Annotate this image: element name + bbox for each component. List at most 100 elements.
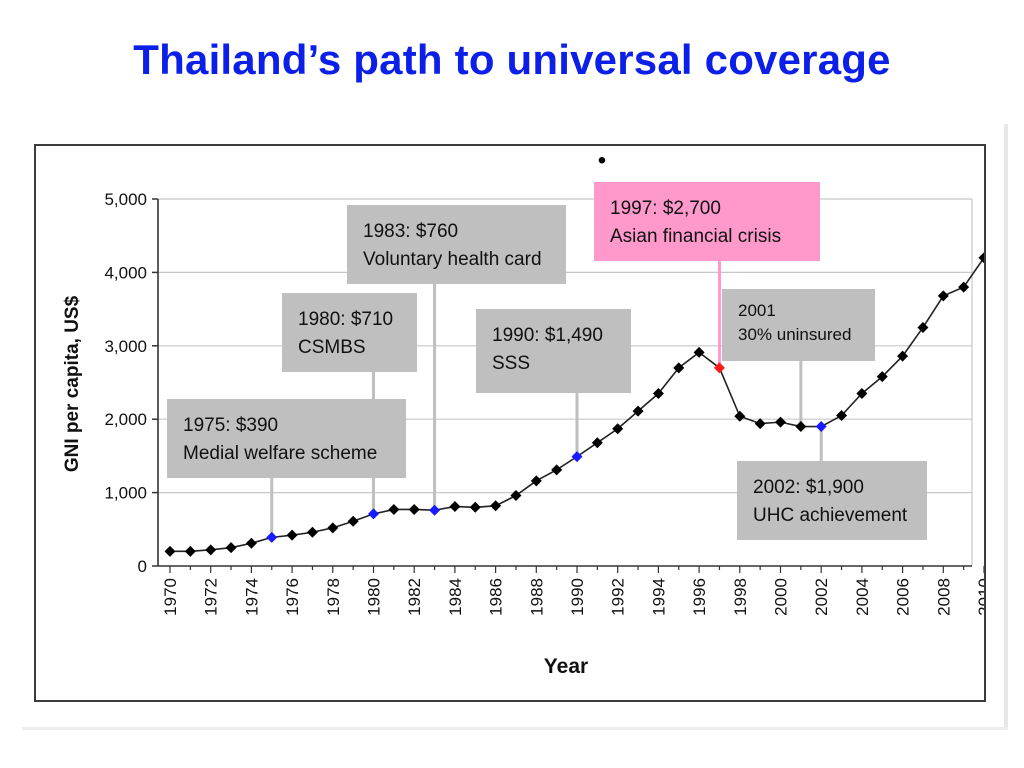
data-point-2002 — [815, 421, 827, 433]
y-tick-label: 0 — [138, 557, 147, 576]
callout-box-1983 — [347, 205, 566, 284]
callout-text-1990: 1990: $1,490 — [492, 325, 603, 346]
x-tick-label: 2006 — [894, 578, 913, 616]
callout-text-1980: 1980: $710 — [298, 309, 393, 330]
x-tick-label: 1998 — [731, 578, 750, 616]
x-axis-title: Year — [544, 655, 588, 678]
data-point-1994 — [652, 388, 664, 400]
data-point-1973 — [225, 542, 237, 554]
callout-text-1983: Voluntary health card — [363, 249, 542, 270]
callout-box-1975 — [167, 399, 406, 478]
x-tick-label: 1974 — [242, 578, 261, 616]
data-point-1981 — [388, 503, 400, 515]
data-point-1986 — [490, 500, 502, 512]
y-tick-label: 2,000 — [104, 410, 147, 429]
x-tick-label: 2002 — [812, 578, 831, 616]
data-point-2007 — [917, 321, 929, 333]
x-tick-label: 1982 — [405, 578, 424, 616]
callout-text-2001: 2001 — [738, 301, 776, 320]
data-point-1999 — [754, 418, 766, 430]
x-tick-label: 1986 — [487, 578, 506, 616]
data-point-1997 — [713, 362, 725, 374]
y-tick-label: 5,000 — [104, 190, 147, 209]
callout-text-2002: UHC achievement — [753, 505, 908, 526]
y-axis-title: GNI per capita, US$ — [62, 295, 83, 472]
data-point-1982 — [408, 503, 420, 515]
frame-shadow-right — [1004, 124, 1008, 729]
y-tick-label: 1,000 — [104, 484, 147, 503]
data-point-1980 — [368, 508, 379, 520]
data-point-1987 — [510, 490, 522, 502]
y-tick-label: 4,000 — [104, 263, 147, 282]
x-tick-label: 1996 — [690, 578, 709, 616]
data-point-1976 — [286, 529, 298, 541]
y-tick-label: 3,000 — [104, 337, 147, 356]
data-point-1972 — [205, 544, 217, 556]
callout-text-1980: CSMBS — [298, 337, 366, 358]
x-tick-label: 1984 — [446, 578, 465, 616]
data-point-1995 — [673, 362, 685, 374]
data-point-2005 — [876, 371, 888, 383]
callout-leaders — [270, 261, 823, 538]
data-point-1971 — [184, 545, 196, 557]
data-point-2010 — [978, 252, 984, 264]
callout-box-1997 — [594, 182, 820, 261]
x-tick-label: 2010 — [975, 578, 984, 616]
slide-title: Thailand’s path to universal coverage — [133, 36, 891, 83]
x-tick-label: 2004 — [853, 578, 872, 616]
data-point-1991 — [591, 437, 603, 449]
callout-text-2002: 2002: $1,900 — [753, 477, 864, 498]
x-tick-label: 1978 — [324, 578, 343, 616]
callout-text-1997: 1997: $2,700 — [610, 198, 721, 219]
callout-boxes: 1975: $390 Medial welfare scheme 1980: $71… — [167, 182, 927, 540]
x-tick-label: 1994 — [649, 578, 668, 616]
x-tick-label: 1970 — [161, 578, 180, 616]
callout-box-1980 — [282, 293, 417, 372]
x-tick-label: 1992 — [609, 578, 628, 616]
bullet-mark: • — [598, 147, 606, 174]
data-point-1977 — [306, 526, 318, 538]
callout-box-2001 — [722, 289, 875, 361]
data-point-1985 — [469, 501, 481, 513]
data-point-1998 — [734, 410, 746, 422]
x-tick-label: 1988 — [527, 578, 546, 616]
callout-text-1990: SSS — [492, 353, 530, 374]
data-point-1990 — [571, 451, 583, 463]
data-point-1989 — [551, 464, 563, 476]
gni-line-chart: 1975: $390 Medial welfare scheme 1980: $71… — [62, 147, 984, 678]
callout-box-2002 — [737, 461, 927, 540]
callout-text-1983: 1983: $760 — [363, 221, 458, 242]
data-point-1983 — [429, 504, 441, 516]
x-tick-label: 1990 — [568, 578, 587, 616]
x-tick-label: 2000 — [772, 578, 791, 616]
data-point-1996 — [693, 346, 705, 358]
chart-frame: 1975: $390 Medial welfare scheme 1980: $71… — [34, 144, 986, 702]
data-point-1974 — [245, 537, 257, 549]
x-tick-label: 1980 — [365, 578, 384, 616]
data-point-2003 — [836, 410, 848, 422]
x-tick-label: 2008 — [934, 578, 953, 616]
x-tick-label: 1976 — [283, 578, 302, 616]
frame-shadow-bottom — [22, 727, 1008, 730]
data-point-1975 — [266, 531, 278, 543]
data-point-1992 — [612, 423, 624, 435]
x-tick-label: 1972 — [202, 578, 221, 616]
data-point-2006 — [897, 350, 909, 362]
callout-text-2001: 30% uninsured — [738, 325, 851, 344]
series-layer — [164, 252, 984, 557]
callout-text-1997: Asian financial crisis — [610, 226, 781, 247]
callout-box-1990 — [476, 309, 631, 393]
data-point-2001 — [795, 421, 807, 433]
data-point-2008 — [937, 290, 949, 302]
data-point-1979 — [347, 515, 359, 527]
callout-text-1975: 1975: $390 — [183, 415, 278, 436]
data-point-1988 — [530, 475, 542, 487]
data-point-1970 — [164, 545, 176, 557]
data-point-1984 — [449, 501, 461, 513]
axes: 0 1,000 2,000 3,000 4,000 5,000 1970 1972 1974 19… — [104, 190, 984, 616]
data-point-2004 — [856, 388, 868, 400]
data-point-2009 — [958, 281, 970, 293]
data-point-1978 — [327, 522, 339, 534]
callout-text-1975: Medial welfare scheme — [183, 443, 377, 464]
data-point-1993 — [632, 405, 644, 417]
